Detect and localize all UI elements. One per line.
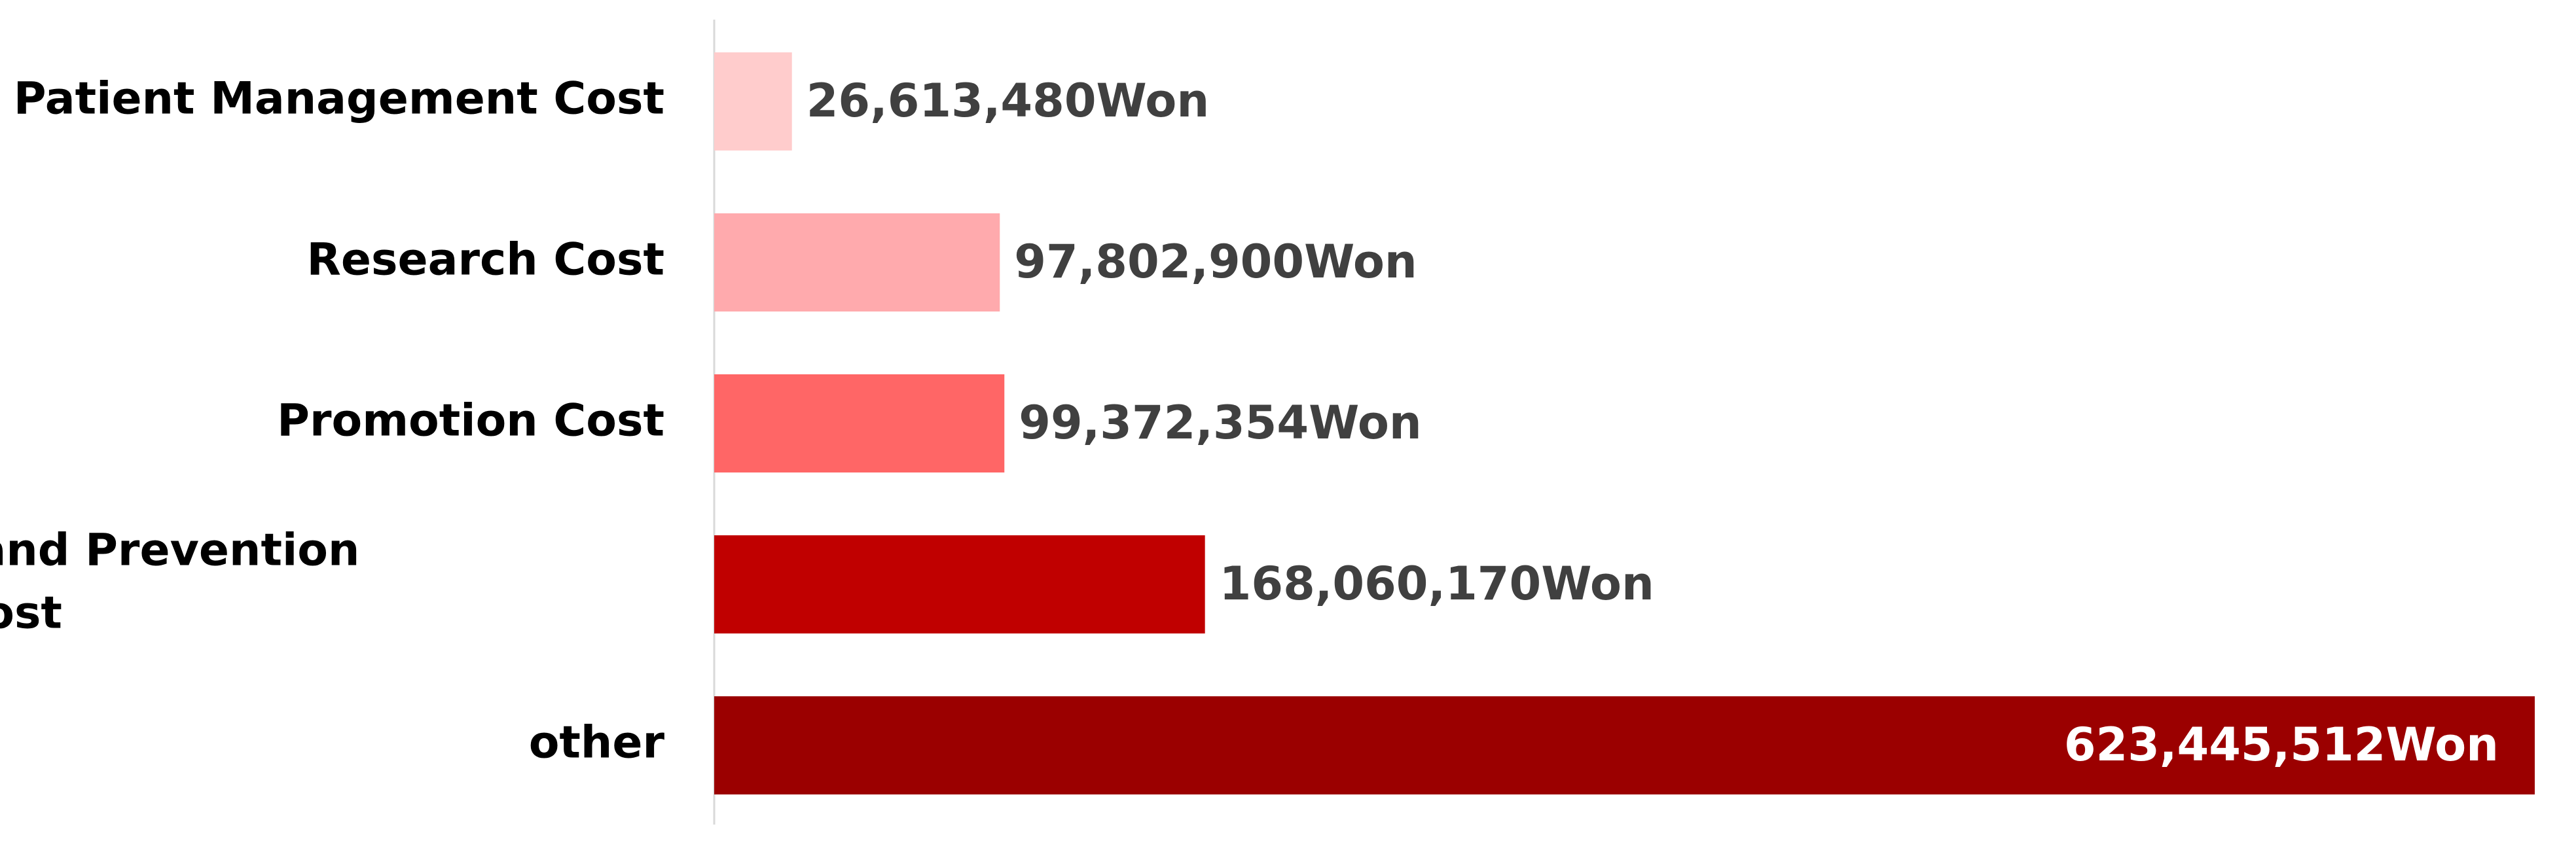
bar-5 xyxy=(714,696,2535,794)
category-label-5: other xyxy=(529,717,665,769)
value-label-4: 168,060,170Won xyxy=(1220,557,1654,611)
value-label-3: 99,372,354Won xyxy=(1019,396,1421,450)
category-label-2: Research Cost xyxy=(307,234,665,286)
category-label-1: Patient Management Cost xyxy=(14,73,664,125)
category-label-line: Patient Management Cost xyxy=(14,73,664,125)
category-label-line: other xyxy=(529,717,665,769)
category-label-3: Promotion Cost xyxy=(277,395,664,447)
bars-group xyxy=(714,52,2535,794)
bar-3 xyxy=(714,374,1005,472)
category-label-line: Research Cost xyxy=(307,234,665,286)
value-label-2: 97,802,900Won xyxy=(1014,235,1417,289)
category-label-line: Training and Prevention xyxy=(0,525,359,577)
category-label-line: Project Cost xyxy=(0,588,62,639)
value-label-5: 623,445,512Won xyxy=(2064,718,2499,772)
bar-2 xyxy=(714,213,1000,311)
value-label-1: 26,613,480Won xyxy=(807,74,1209,128)
bar-4 xyxy=(714,535,1205,633)
category-labels-group: Patient Management Cost Research Cost Prom… xyxy=(0,73,664,769)
bar-1 xyxy=(714,52,792,151)
category-label-line: Promotion Cost xyxy=(277,395,664,447)
category-label-4: Training and Prevention Project Cost xyxy=(0,525,359,639)
value-labels-group: 26,613,480Won 97,802,900Won 99,372,354Won 1… xyxy=(807,74,2499,772)
